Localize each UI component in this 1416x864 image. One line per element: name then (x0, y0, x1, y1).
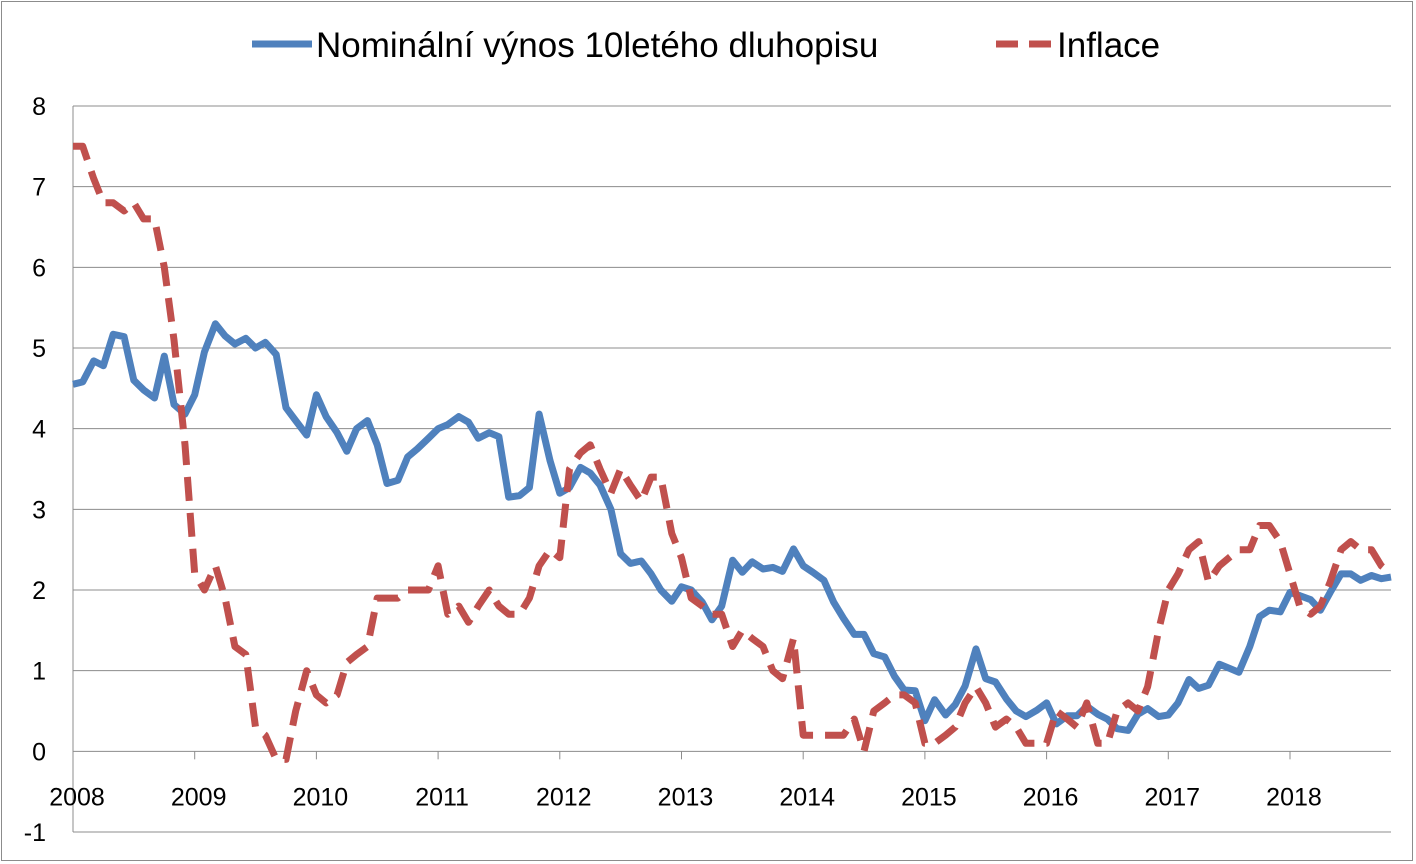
x-tick-label: 2018 (1266, 783, 1322, 811)
x-tick-label: 2017 (1144, 783, 1200, 811)
y-tick-label: 3 (32, 496, 46, 524)
x-tick-label: 2008 (49, 783, 105, 811)
legend: Nominální výnos 10letého dluhopisu Infla… (252, 26, 1160, 65)
y-tick-label: 7 (32, 174, 46, 202)
x-tick-label: 2011 (415, 783, 469, 811)
y-tick-label: -1 (24, 819, 46, 847)
gridlines (73, 105, 1391, 833)
y-tick-label: 5 (32, 335, 46, 363)
y-tick-label: 8 (32, 93, 46, 121)
y-tick-label: 4 (32, 416, 46, 444)
series-line-inflation (73, 142, 1394, 763)
series-line-bond-yield (72, 320, 1392, 734)
x-tick-labels: 2008 2009 2010 2011 2012 2013 2014 2015 2016 2017… (49, 783, 1322, 811)
axes (72, 106, 1391, 832)
y-tick-label: 0 (32, 738, 46, 766)
x-tick-label: 2012 (536, 783, 592, 811)
x-tick-label: 2013 (658, 783, 714, 811)
y-tick-labels: -1 0 1 2 3 4 5 6 7 8 (24, 93, 46, 847)
x-tick-label: 2014 (779, 783, 835, 811)
y-tick-label: 2 (32, 577, 46, 605)
x-tick-label: 2009 (171, 783, 227, 811)
series-lines (72, 142, 1394, 763)
legend-label-inflation: Inflace (1057, 26, 1160, 65)
x-tick-label: 2015 (901, 783, 957, 811)
x-tick-label: 2010 (293, 783, 349, 811)
y-tick-label: 6 (32, 254, 46, 282)
legend-label-bond-yield: Nominální výnos 10letého dluhopisu (316, 26, 878, 65)
x-tick-label: 2016 (1023, 783, 1079, 811)
y-tick-label: 1 (32, 658, 46, 686)
